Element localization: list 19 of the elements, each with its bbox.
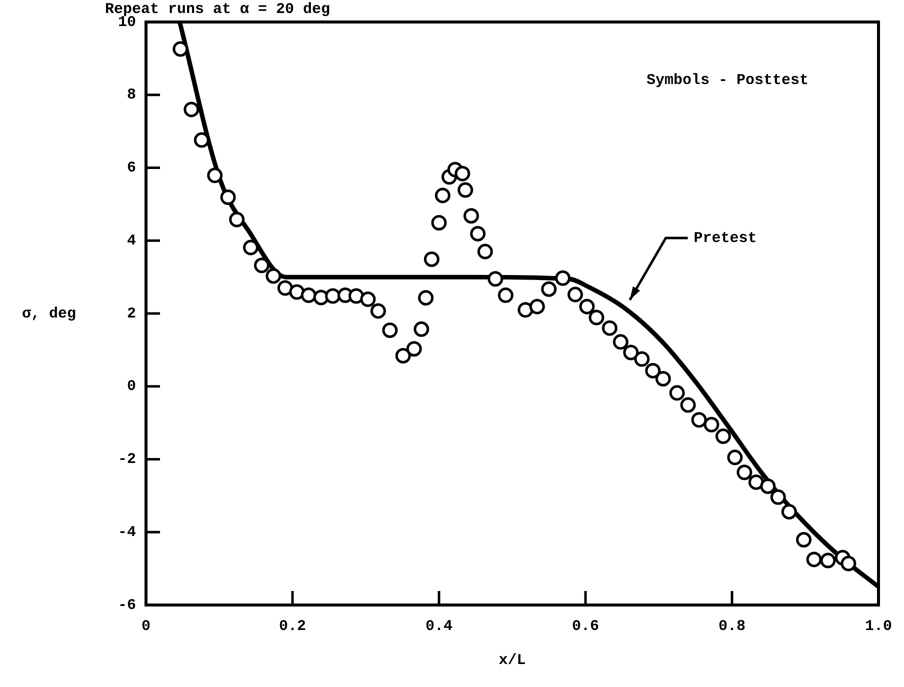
y-tick-label: 8 bbox=[126, 86, 136, 104]
x-tick-label: 0.6 bbox=[572, 618, 600, 635]
y-tick-label: 0 bbox=[126, 378, 136, 396]
x-axis-title: x/L bbox=[498, 652, 526, 669]
chart-title: Repeat runs at α = 20 deg bbox=[105, 0, 330, 18]
y-tick-label: 6 bbox=[126, 160, 136, 177]
y-tick-label: 4 bbox=[126, 232, 136, 250]
y-tick-label: 2 bbox=[126, 305, 136, 322]
y-axis-title: σ, deg bbox=[22, 305, 76, 322]
y-tick-label: -6 bbox=[118, 596, 136, 614]
x-tick-label: 0.4 bbox=[425, 618, 453, 635]
x-tick-label: 1.0 bbox=[864, 618, 892, 635]
annotation: Pretest bbox=[694, 230, 757, 247]
x-tick-label: 0 bbox=[141, 618, 151, 635]
annotation: Symbols - Posttest bbox=[646, 72, 808, 89]
y-tick-label: -2 bbox=[118, 451, 136, 468]
x-tick-label: 0.2 bbox=[278, 618, 306, 635]
y-tick-label: -4 bbox=[118, 524, 136, 541]
x-tick-label: 0.8 bbox=[718, 618, 746, 635]
